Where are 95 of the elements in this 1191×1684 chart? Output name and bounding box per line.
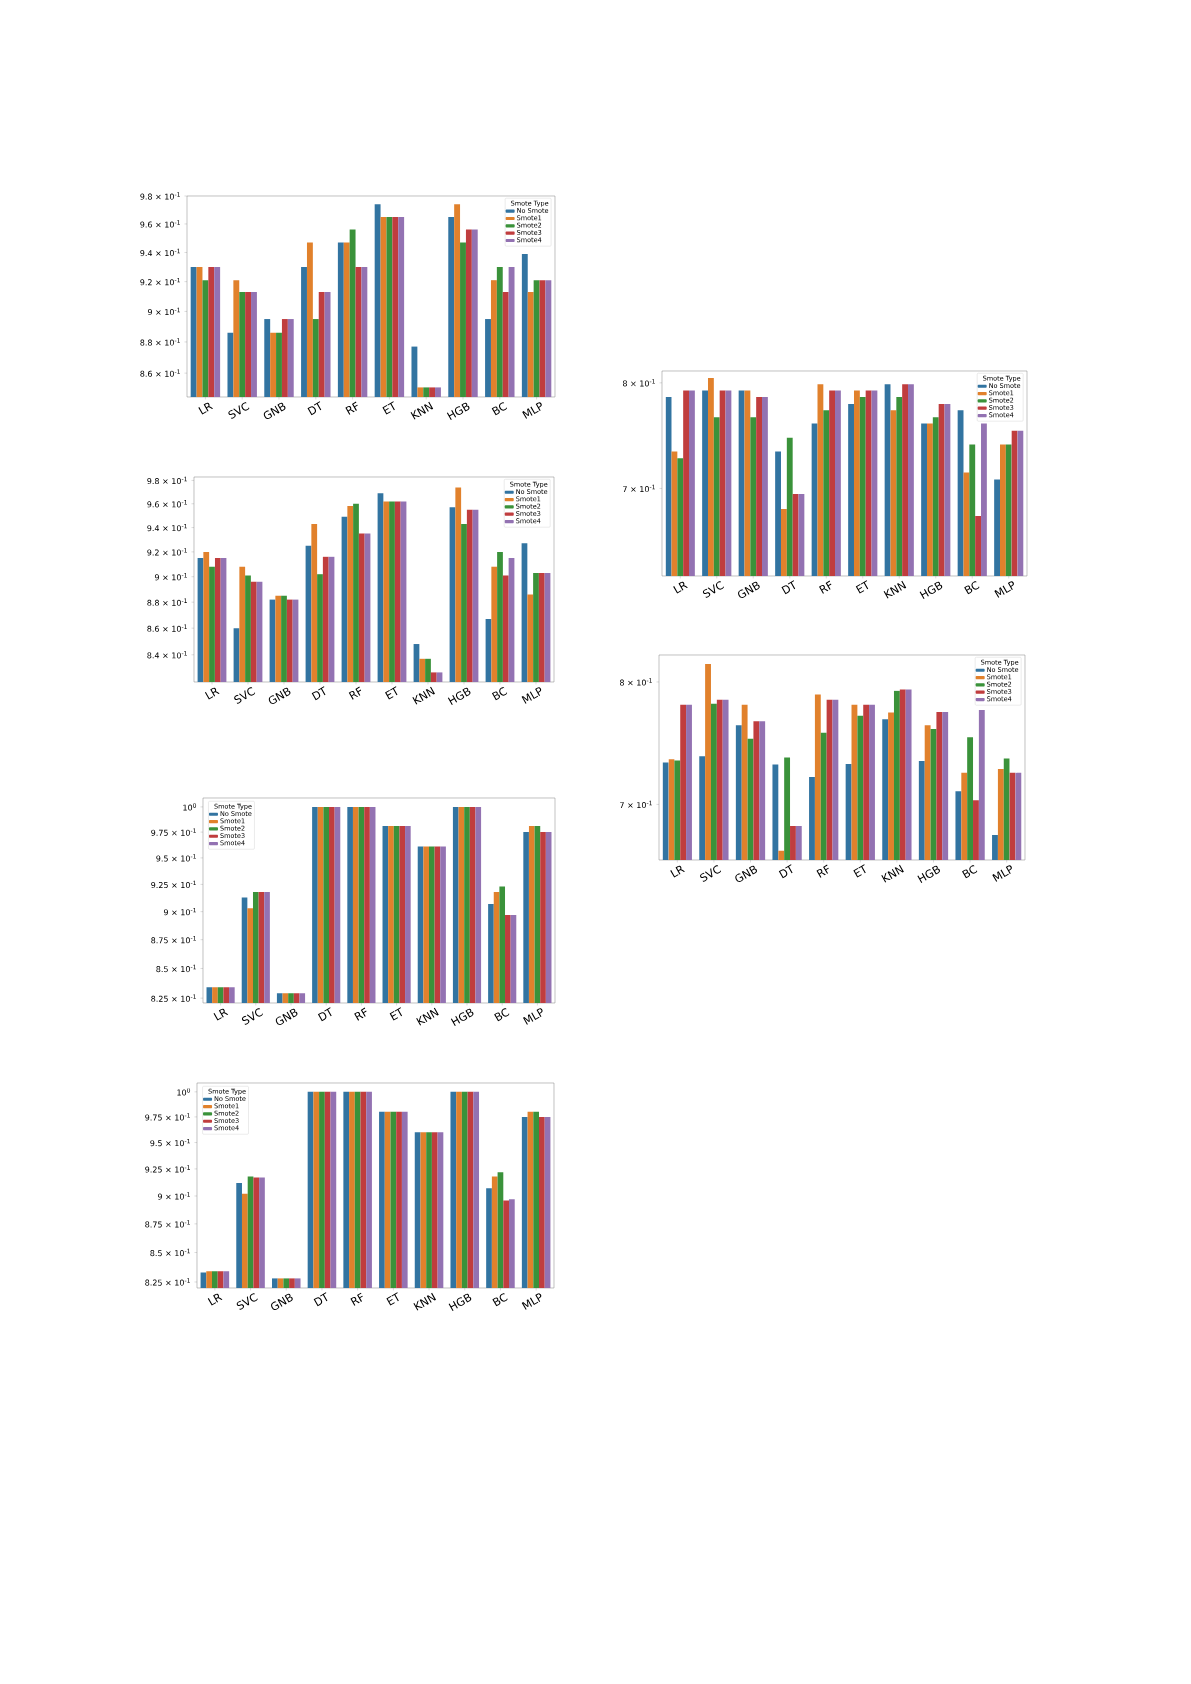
x-tick-label: ET <box>389 1007 403 1021</box>
y-tick-label: 9 × 10$^{-1}$ <box>154 573 187 581</box>
x-tick-label: DT <box>311 686 326 701</box>
x-tick-label: BC <box>962 865 978 879</box>
x-tick-label: RF <box>350 1292 363 1306</box>
y-tick-label: 8.4 × 10$^{-1}$ <box>147 651 187 659</box>
y-tick-label: 9.5 × 10$^{-1}$ <box>156 854 196 862</box>
x-tick-label: LR <box>213 1008 229 1021</box>
x-tick-label: GNB <box>271 1293 293 1311</box>
x-tick-label: MLP <box>992 865 1012 882</box>
x-tick-label: LR <box>673 581 688 594</box>
y-tick-label: 8.5 × 10$^{-1}$ <box>150 1248 190 1257</box>
x-tick-label: KNN <box>412 686 435 705</box>
x-tick-label: RF <box>816 864 829 878</box>
y-tick-label: 7 × 10$^{-1}$ <box>620 800 652 809</box>
y-tick-label: 9.25 × 10$^{-1}$ <box>145 1165 190 1173</box>
y-tick-label: 9.2 × 10$^{-1}$ <box>140 278 180 286</box>
y-tick-label: 9 × 10$^{-1}$ <box>157 1192 190 1200</box>
x-tick-label: RF <box>345 401 358 415</box>
x-tick-label: ET <box>385 686 398 700</box>
x-tick-label: GNB <box>268 687 291 704</box>
x-tick-label: MLP <box>994 581 1014 598</box>
x-tick-label: LR <box>204 687 220 700</box>
y-tick-label: 9.8 × 10$^{-1}$ <box>147 476 187 485</box>
x-tick-label: ET <box>386 1292 399 1306</box>
x-tick-label: ET <box>382 401 395 415</box>
x-tick-label: HGB <box>448 1293 472 1312</box>
y-tick-label: 9.75 × 10$^{-1}$ <box>151 828 196 836</box>
y-tick-label: 9.6 × 10$^{-1}$ <box>140 220 180 228</box>
y-tick-label: 7 × 10$^{-1}$ <box>623 484 655 493</box>
x-tick-label: RF <box>819 580 832 594</box>
x-tick-label: KNN <box>416 1007 439 1026</box>
y-tick-label: 8.8 × 10$^{-1}$ <box>140 338 180 346</box>
x-tick-label: MLP <box>522 1008 543 1025</box>
y-tick-label: 8.75 × 10$^{-1}$ <box>151 936 196 944</box>
x-tick-label: DT <box>778 864 793 879</box>
y-tick-label: 8 × 10$^{-1}$ <box>619 678 652 686</box>
x-tick-label: DT <box>781 580 796 595</box>
y-tick-label: 9.4 × 10$^{-1}$ <box>147 523 187 532</box>
x-tick-label: ET <box>855 580 869 594</box>
x-tick-label: BC <box>491 402 507 416</box>
y-tick-label: 9.6 × 10$^{-1}$ <box>147 500 187 508</box>
y-tick-label: 8.6 × 10$^{-1}$ <box>140 369 180 377</box>
x-tick-label: GNB <box>738 581 760 598</box>
x-tick-label: MLP <box>521 1293 542 1310</box>
x-tick-label: HGB <box>450 1008 474 1026</box>
y-tick-label: 9 × 10$^{-1}$ <box>163 907 196 916</box>
y-tick-label: 8 × 10$^{-1}$ <box>622 379 655 387</box>
x-tick-label: BC <box>491 687 508 701</box>
x-tick-label: GNB <box>275 1008 298 1025</box>
x-tick-label: KNN <box>413 1292 437 1311</box>
x-tick-label: KNN <box>410 401 434 420</box>
x-tick-label: BC <box>964 581 980 595</box>
y-tick-label: 8.6 × 10$^{-1}$ <box>147 624 187 632</box>
x-tick-label: LR <box>198 402 214 415</box>
x-tick-label: ET <box>853 864 866 878</box>
x-tick-label: MLP <box>522 402 542 419</box>
y-tick-label: 9.75 × 10$^{-1}$ <box>145 1113 190 1121</box>
x-tick-label: GNB <box>735 865 758 882</box>
x-tick-label: SVC <box>241 1008 263 1025</box>
x-tick-label: SVC <box>234 687 256 704</box>
x-tick-label: DT <box>307 401 322 416</box>
x-tick-label: RF <box>354 1007 367 1021</box>
x-tick-label: LR <box>670 865 685 878</box>
x-tick-label: HGB <box>447 687 471 705</box>
x-tick-label: BC <box>494 1008 510 1022</box>
y-tick-label: 9 × 10$^{-1}$ <box>147 307 180 316</box>
y-tick-label: 8.25 × 10$^{-1}$ <box>151 994 196 1002</box>
y-tick-label: 8.75 × 10$^{-1}$ <box>145 1220 190 1228</box>
y-tick-label: 9.8 × 10$^{-1}$ <box>140 192 180 200</box>
x-tick-label: DT <box>313 1292 328 1307</box>
x-tick-label: RF <box>348 686 362 700</box>
y-tick-label: 9.25 × 10$^{-1}$ <box>151 880 196 889</box>
x-tick-label: SVC <box>236 1293 258 1310</box>
x-tick-label: SVC <box>702 581 724 598</box>
x-tick-label: MLP <box>521 687 542 704</box>
y-tick-label: 10$^{0}$ <box>183 803 197 811</box>
x-tick-label: HGB <box>446 402 470 421</box>
x-tick-label: KNN <box>883 580 907 599</box>
y-tick-label: 9.4 × 10$^{-1}$ <box>140 248 180 257</box>
x-tick-label: HGB <box>919 581 943 599</box>
x-tick-label: DT <box>317 1007 332 1022</box>
y-tick-label: 9.2 × 10$^{-1}$ <box>147 548 187 556</box>
x-tick-label: KNN <box>881 864 904 883</box>
x-tick-label: SVC <box>700 865 722 882</box>
x-tick-label: GNB <box>263 402 286 420</box>
y-tick-label: 8.5 × 10$^{-1}$ <box>156 964 196 973</box>
y-tick-label: 9.5 × 10$^{-1}$ <box>150 1138 190 1147</box>
x-tick-label: BC <box>492 1293 508 1307</box>
x-tick-label: SVC <box>228 402 250 419</box>
x-tick-label: HGB <box>917 865 941 883</box>
y-tick-label: 8.25 × 10$^{-1}$ <box>145 1278 190 1286</box>
y-tick-label: 8.8 × 10$^{-1}$ <box>147 598 187 606</box>
y-tick-label: 10$^{0}$ <box>177 1088 191 1096</box>
x-tick-label: LR <box>207 1293 223 1306</box>
